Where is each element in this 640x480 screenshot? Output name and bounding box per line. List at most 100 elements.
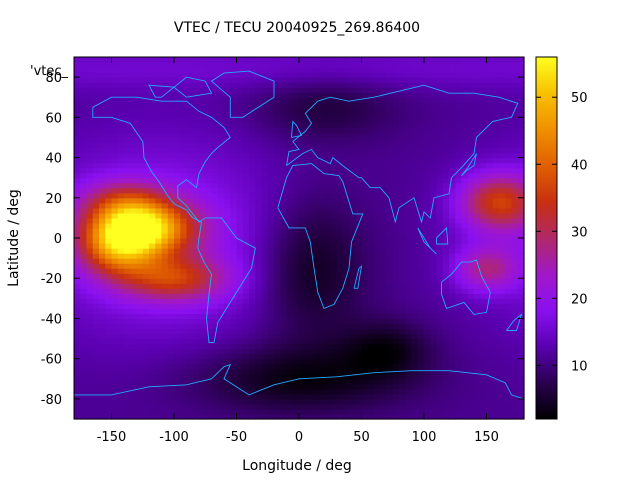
heatmap-cell xyxy=(492,403,500,410)
heatmap-cell xyxy=(436,318,444,325)
heatmap-cell xyxy=(161,157,169,164)
heatmap-cell xyxy=(217,107,225,113)
heatmap-cell xyxy=(499,182,506,189)
heatmap-cell xyxy=(149,162,156,169)
heatmap-cell xyxy=(399,102,406,108)
heatmap-cell xyxy=(449,57,456,63)
heatmap-cell xyxy=(399,167,406,174)
heatmap-cell xyxy=(367,398,375,405)
heatmap-cell xyxy=(486,403,494,410)
heatmap-cell xyxy=(336,162,344,169)
heatmap-cell xyxy=(324,107,331,113)
heatmap-cell xyxy=(167,318,175,325)
heatmap-cell xyxy=(155,102,163,108)
heatmap-cell xyxy=(349,222,356,229)
heatmap-cell xyxy=(355,353,363,360)
heatmap-cell xyxy=(449,162,456,169)
heatmap-cell xyxy=(349,192,356,199)
heatmap-cell xyxy=(280,222,288,229)
heatmap-cell xyxy=(317,172,325,179)
heatmap-cell xyxy=(449,283,456,289)
heatmap-cell xyxy=(342,232,350,239)
heatmap-cell xyxy=(230,258,238,264)
heatmap-cell xyxy=(336,82,344,88)
heatmap-cell xyxy=(367,268,375,274)
heatmap-cell xyxy=(105,197,113,204)
heatmap-cell xyxy=(192,313,200,320)
heatmap-cell xyxy=(186,243,194,249)
heatmap-cell xyxy=(374,62,381,68)
heatmap-cell xyxy=(124,413,131,420)
heatmap-cell xyxy=(474,77,481,83)
heatmap-cell xyxy=(442,57,450,63)
heatmap-cell xyxy=(336,92,344,98)
heatmap-cell xyxy=(86,413,94,420)
heatmap-cell xyxy=(461,147,469,154)
heatmap-cell xyxy=(224,243,231,249)
heatmap-cell xyxy=(74,227,81,234)
heatmap-cell xyxy=(374,263,381,269)
heatmap-cell xyxy=(461,127,469,134)
heatmap-cell xyxy=(392,132,400,139)
heatmap-cell xyxy=(199,217,206,224)
heatmap-cell xyxy=(161,217,169,224)
heatmap-cell xyxy=(230,217,238,224)
heatmap-cell xyxy=(199,258,206,264)
heatmap-cell xyxy=(249,227,256,234)
heatmap-cell xyxy=(199,318,206,325)
heatmap-cell xyxy=(374,137,381,144)
heatmap-cell xyxy=(105,102,113,108)
heatmap-cell xyxy=(480,378,488,385)
heatmap-cell xyxy=(99,398,106,405)
heatmap-cell xyxy=(324,268,331,274)
heatmap-cell xyxy=(105,132,113,139)
heatmap-cell xyxy=(336,238,344,244)
heatmap-cell xyxy=(211,258,219,264)
heatmap-cell xyxy=(286,403,294,410)
heatmap-cell xyxy=(174,333,181,340)
heatmap-cell xyxy=(374,97,381,103)
heatmap-cell xyxy=(455,232,463,239)
heatmap-cell xyxy=(74,77,81,83)
heatmap-cell xyxy=(124,87,131,93)
heatmap-cell xyxy=(380,388,388,395)
heatmap-cell xyxy=(99,202,106,209)
heatmap-cell xyxy=(436,298,444,304)
heatmap-cell xyxy=(242,308,250,315)
heatmap-cell xyxy=(317,57,325,63)
heatmap-cell xyxy=(499,232,506,239)
heatmap-cell xyxy=(330,232,338,239)
heatmap-cell xyxy=(399,263,406,269)
heatmap-cell xyxy=(399,107,406,113)
heatmap-cell xyxy=(424,338,431,345)
heatmap-cell xyxy=(336,403,344,410)
heatmap-cell xyxy=(99,127,106,134)
heatmap-cell xyxy=(74,298,81,304)
heatmap-cell xyxy=(99,152,106,159)
heatmap-cell xyxy=(186,102,194,108)
heatmap-cell xyxy=(342,263,350,269)
heatmap-cell xyxy=(149,127,156,134)
heatmap-cell xyxy=(255,258,263,264)
heatmap-cell xyxy=(124,92,131,98)
heatmap-cell xyxy=(392,328,400,335)
heatmap-cell xyxy=(499,132,506,139)
heatmap-cell xyxy=(186,283,194,289)
heatmap-cell xyxy=(299,393,306,400)
heatmap-cell xyxy=(330,243,338,249)
heatmap-cell xyxy=(255,318,263,325)
heatmap-cell xyxy=(211,172,219,179)
heatmap-cell xyxy=(230,92,238,98)
heatmap-cell xyxy=(299,413,306,420)
heatmap-cell xyxy=(180,127,188,134)
heatmap-cell xyxy=(236,248,244,254)
heatmap-cell xyxy=(449,253,456,259)
heatmap-cell xyxy=(317,318,325,325)
heatmap-cell xyxy=(99,313,106,320)
heatmap-cell xyxy=(274,187,281,194)
heatmap-cell xyxy=(99,197,106,204)
heatmap-cell xyxy=(480,348,488,355)
heatmap-cell xyxy=(411,152,419,159)
heatmap-cell xyxy=(386,253,394,259)
heatmap-cell xyxy=(392,97,400,103)
